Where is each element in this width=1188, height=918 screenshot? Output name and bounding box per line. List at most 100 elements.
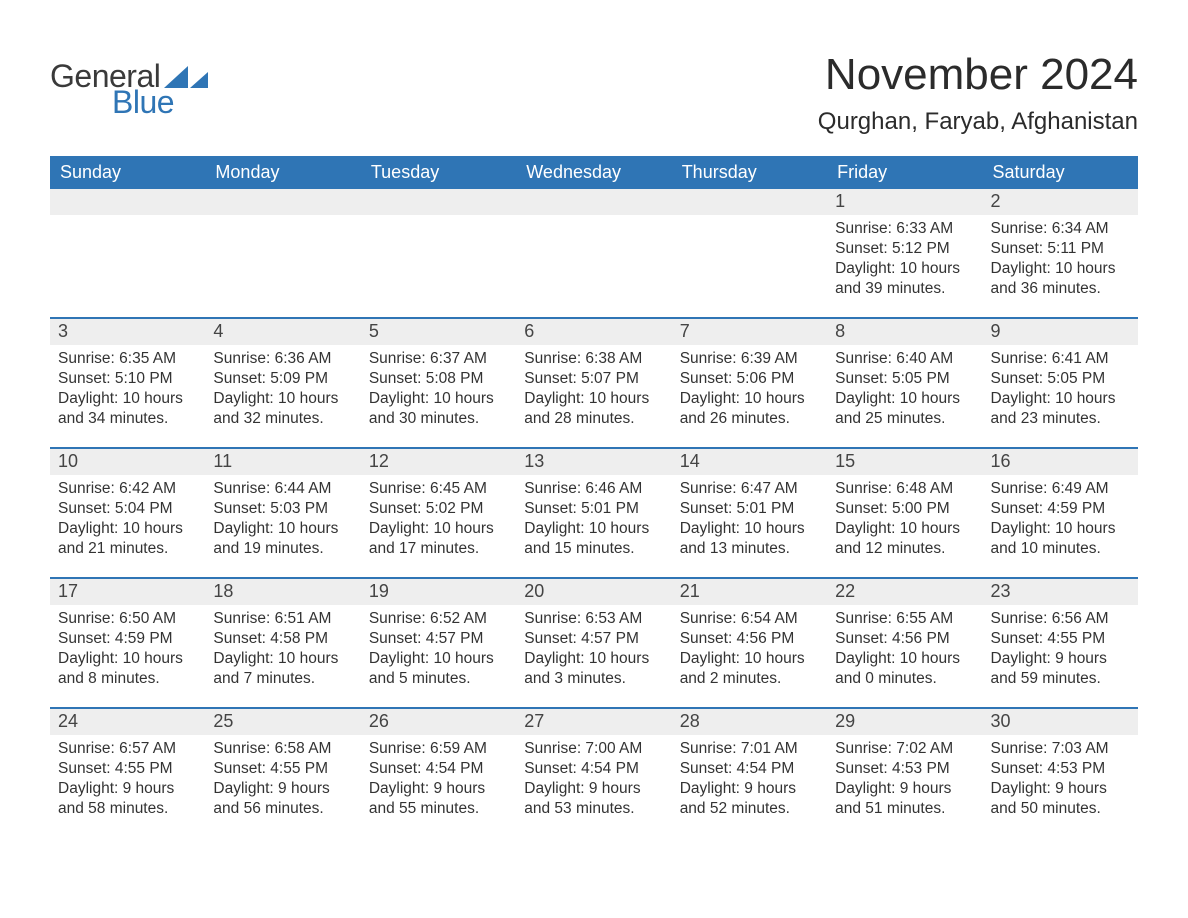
daylight-line: Daylight: 10 hours and 21 minutes. [58, 519, 197, 559]
calendar-day-cell: 4Sunrise: 6:36 AMSunset: 5:09 PMDaylight… [205, 318, 360, 448]
day-body: Sunrise: 6:50 AMSunset: 4:59 PMDaylight:… [50, 605, 205, 690]
calendar-day-cell: 23Sunrise: 6:56 AMSunset: 4:55 PMDayligh… [983, 578, 1138, 708]
weekday-header: Wednesday [516, 156, 671, 189]
sunset-line: Sunset: 5:09 PM [213, 369, 352, 389]
daylight-line: Daylight: 10 hours and 34 minutes. [58, 389, 197, 429]
day-number: 22 [827, 579, 982, 605]
sunrise-line: Sunrise: 6:50 AM [58, 609, 197, 629]
calendar-day-cell [361, 189, 516, 318]
daylight-line: Daylight: 9 hours and 59 minutes. [991, 649, 1130, 689]
day-body: Sunrise: 6:52 AMSunset: 4:57 PMDaylight:… [361, 605, 516, 690]
calendar-day-cell: 8Sunrise: 6:40 AMSunset: 5:05 PMDaylight… [827, 318, 982, 448]
calendar-day-cell: 21Sunrise: 6:54 AMSunset: 4:56 PMDayligh… [672, 578, 827, 708]
calendar-week-row: 10Sunrise: 6:42 AMSunset: 5:04 PMDayligh… [50, 448, 1138, 578]
day-number: 18 [205, 579, 360, 605]
daylight-line: Daylight: 10 hours and 5 minutes. [369, 649, 508, 689]
day-number: 7 [672, 319, 827, 345]
day-number: 15 [827, 449, 982, 475]
calendar-day-cell: 14Sunrise: 6:47 AMSunset: 5:01 PMDayligh… [672, 448, 827, 578]
day-body: Sunrise: 6:45 AMSunset: 5:02 PMDaylight:… [361, 475, 516, 560]
sunset-line: Sunset: 4:55 PM [58, 759, 197, 779]
sunset-line: Sunset: 5:01 PM [680, 499, 819, 519]
day-number: 16 [983, 449, 1138, 475]
day-number: 25 [205, 709, 360, 735]
calendar-day-cell: 25Sunrise: 6:58 AMSunset: 4:55 PMDayligh… [205, 708, 360, 837]
sunset-line: Sunset: 4:53 PM [835, 759, 974, 779]
day-body: Sunrise: 6:40 AMSunset: 5:05 PMDaylight:… [827, 345, 982, 430]
sunrise-line: Sunrise: 6:55 AM [835, 609, 974, 629]
sunset-line: Sunset: 4:55 PM [991, 629, 1130, 649]
calendar-day-cell [205, 189, 360, 318]
sunrise-line: Sunrise: 6:33 AM [835, 219, 974, 239]
calendar-day-cell: 18Sunrise: 6:51 AMSunset: 4:58 PMDayligh… [205, 578, 360, 708]
calendar-day-cell: 6Sunrise: 6:38 AMSunset: 5:07 PMDaylight… [516, 318, 671, 448]
calendar-week-row: 24Sunrise: 6:57 AMSunset: 4:55 PMDayligh… [50, 708, 1138, 837]
sunset-line: Sunset: 4:59 PM [58, 629, 197, 649]
calendar-day-cell: 24Sunrise: 6:57 AMSunset: 4:55 PMDayligh… [50, 708, 205, 837]
daylight-line: Daylight: 10 hours and 23 minutes. [991, 389, 1130, 429]
calendar-day-cell [50, 189, 205, 318]
calendar-day-cell: 1Sunrise: 6:33 AMSunset: 5:12 PMDaylight… [827, 189, 982, 318]
day-body: Sunrise: 6:47 AMSunset: 5:01 PMDaylight:… [672, 475, 827, 560]
day-body: Sunrise: 7:02 AMSunset: 4:53 PMDaylight:… [827, 735, 982, 820]
day-body: Sunrise: 6:48 AMSunset: 5:00 PMDaylight:… [827, 475, 982, 560]
sunset-line: Sunset: 5:10 PM [58, 369, 197, 389]
day-number: 4 [205, 319, 360, 345]
sunrise-line: Sunrise: 6:40 AM [835, 349, 974, 369]
daylight-line: Daylight: 9 hours and 58 minutes. [58, 779, 197, 819]
calendar-day-cell: 19Sunrise: 6:52 AMSunset: 4:57 PMDayligh… [361, 578, 516, 708]
daylight-line: Daylight: 10 hours and 25 minutes. [835, 389, 974, 429]
daylight-line: Daylight: 10 hours and 28 minutes. [524, 389, 663, 429]
day-number: 27 [516, 709, 671, 735]
daylight-line: Daylight: 10 hours and 36 minutes. [991, 259, 1130, 299]
sunset-line: Sunset: 4:55 PM [213, 759, 352, 779]
day-body: Sunrise: 6:54 AMSunset: 4:56 PMDaylight:… [672, 605, 827, 690]
daylight-line: Daylight: 9 hours and 56 minutes. [213, 779, 352, 819]
daylight-line: Daylight: 10 hours and 12 minutes. [835, 519, 974, 559]
daylight-line: Daylight: 9 hours and 52 minutes. [680, 779, 819, 819]
sunrise-line: Sunrise: 6:35 AM [58, 349, 197, 369]
calendar-day-cell: 26Sunrise: 6:59 AMSunset: 4:54 PMDayligh… [361, 708, 516, 837]
sunset-line: Sunset: 5:06 PM [680, 369, 819, 389]
sunrise-line: Sunrise: 7:01 AM [680, 739, 819, 759]
day-number: 23 [983, 579, 1138, 605]
sunset-line: Sunset: 4:56 PM [680, 629, 819, 649]
day-number: 30 [983, 709, 1138, 735]
day-number: 6 [516, 319, 671, 345]
calendar-week-row: 1Sunrise: 6:33 AMSunset: 5:12 PMDaylight… [50, 189, 1138, 318]
title-block: November 2024 Qurghan, Faryab, Afghanist… [818, 50, 1138, 146]
sunset-line: Sunset: 5:00 PM [835, 499, 974, 519]
day-body: Sunrise: 6:49 AMSunset: 4:59 PMDaylight:… [983, 475, 1138, 560]
day-number: 11 [205, 449, 360, 475]
calendar-day-cell [516, 189, 671, 318]
day-body: Sunrise: 6:35 AMSunset: 5:10 PMDaylight:… [50, 345, 205, 430]
day-body: Sunrise: 7:03 AMSunset: 4:53 PMDaylight:… [983, 735, 1138, 820]
calendar-page: General Blue November 2024 Qurghan, Fary… [0, 0, 1188, 918]
calendar-day-cell: 22Sunrise: 6:55 AMSunset: 4:56 PMDayligh… [827, 578, 982, 708]
day-body: Sunrise: 6:57 AMSunset: 4:55 PMDaylight:… [50, 735, 205, 820]
calendar-day-cell: 13Sunrise: 6:46 AMSunset: 5:01 PMDayligh… [516, 448, 671, 578]
daylight-line: Daylight: 10 hours and 0 minutes. [835, 649, 974, 689]
sunrise-line: Sunrise: 6:47 AM [680, 479, 819, 499]
logo: General Blue [50, 60, 208, 118]
sunrise-line: Sunrise: 6:53 AM [524, 609, 663, 629]
sunset-line: Sunset: 4:54 PM [369, 759, 508, 779]
calendar-day-cell: 28Sunrise: 7:01 AMSunset: 4:54 PMDayligh… [672, 708, 827, 837]
day-number: 5 [361, 319, 516, 345]
daylight-line: Daylight: 9 hours and 53 minutes. [524, 779, 663, 819]
daylight-line: Daylight: 10 hours and 39 minutes. [835, 259, 974, 299]
daylight-line: Daylight: 10 hours and 30 minutes. [369, 389, 508, 429]
day-number [516, 189, 671, 215]
daylight-line: Daylight: 9 hours and 51 minutes. [835, 779, 974, 819]
day-body: Sunrise: 6:38 AMSunset: 5:07 PMDaylight:… [516, 345, 671, 430]
daylight-line: Daylight: 9 hours and 55 minutes. [369, 779, 508, 819]
day-number [50, 189, 205, 215]
calendar-day-cell: 30Sunrise: 7:03 AMSunset: 4:53 PMDayligh… [983, 708, 1138, 837]
daylight-line: Daylight: 10 hours and 17 minutes. [369, 519, 508, 559]
calendar-day-cell: 9Sunrise: 6:41 AMSunset: 5:05 PMDaylight… [983, 318, 1138, 448]
calendar-day-cell: 10Sunrise: 6:42 AMSunset: 5:04 PMDayligh… [50, 448, 205, 578]
day-number: 8 [827, 319, 982, 345]
day-number [361, 189, 516, 215]
day-body: Sunrise: 6:34 AMSunset: 5:11 PMDaylight:… [983, 215, 1138, 300]
day-number [672, 189, 827, 215]
